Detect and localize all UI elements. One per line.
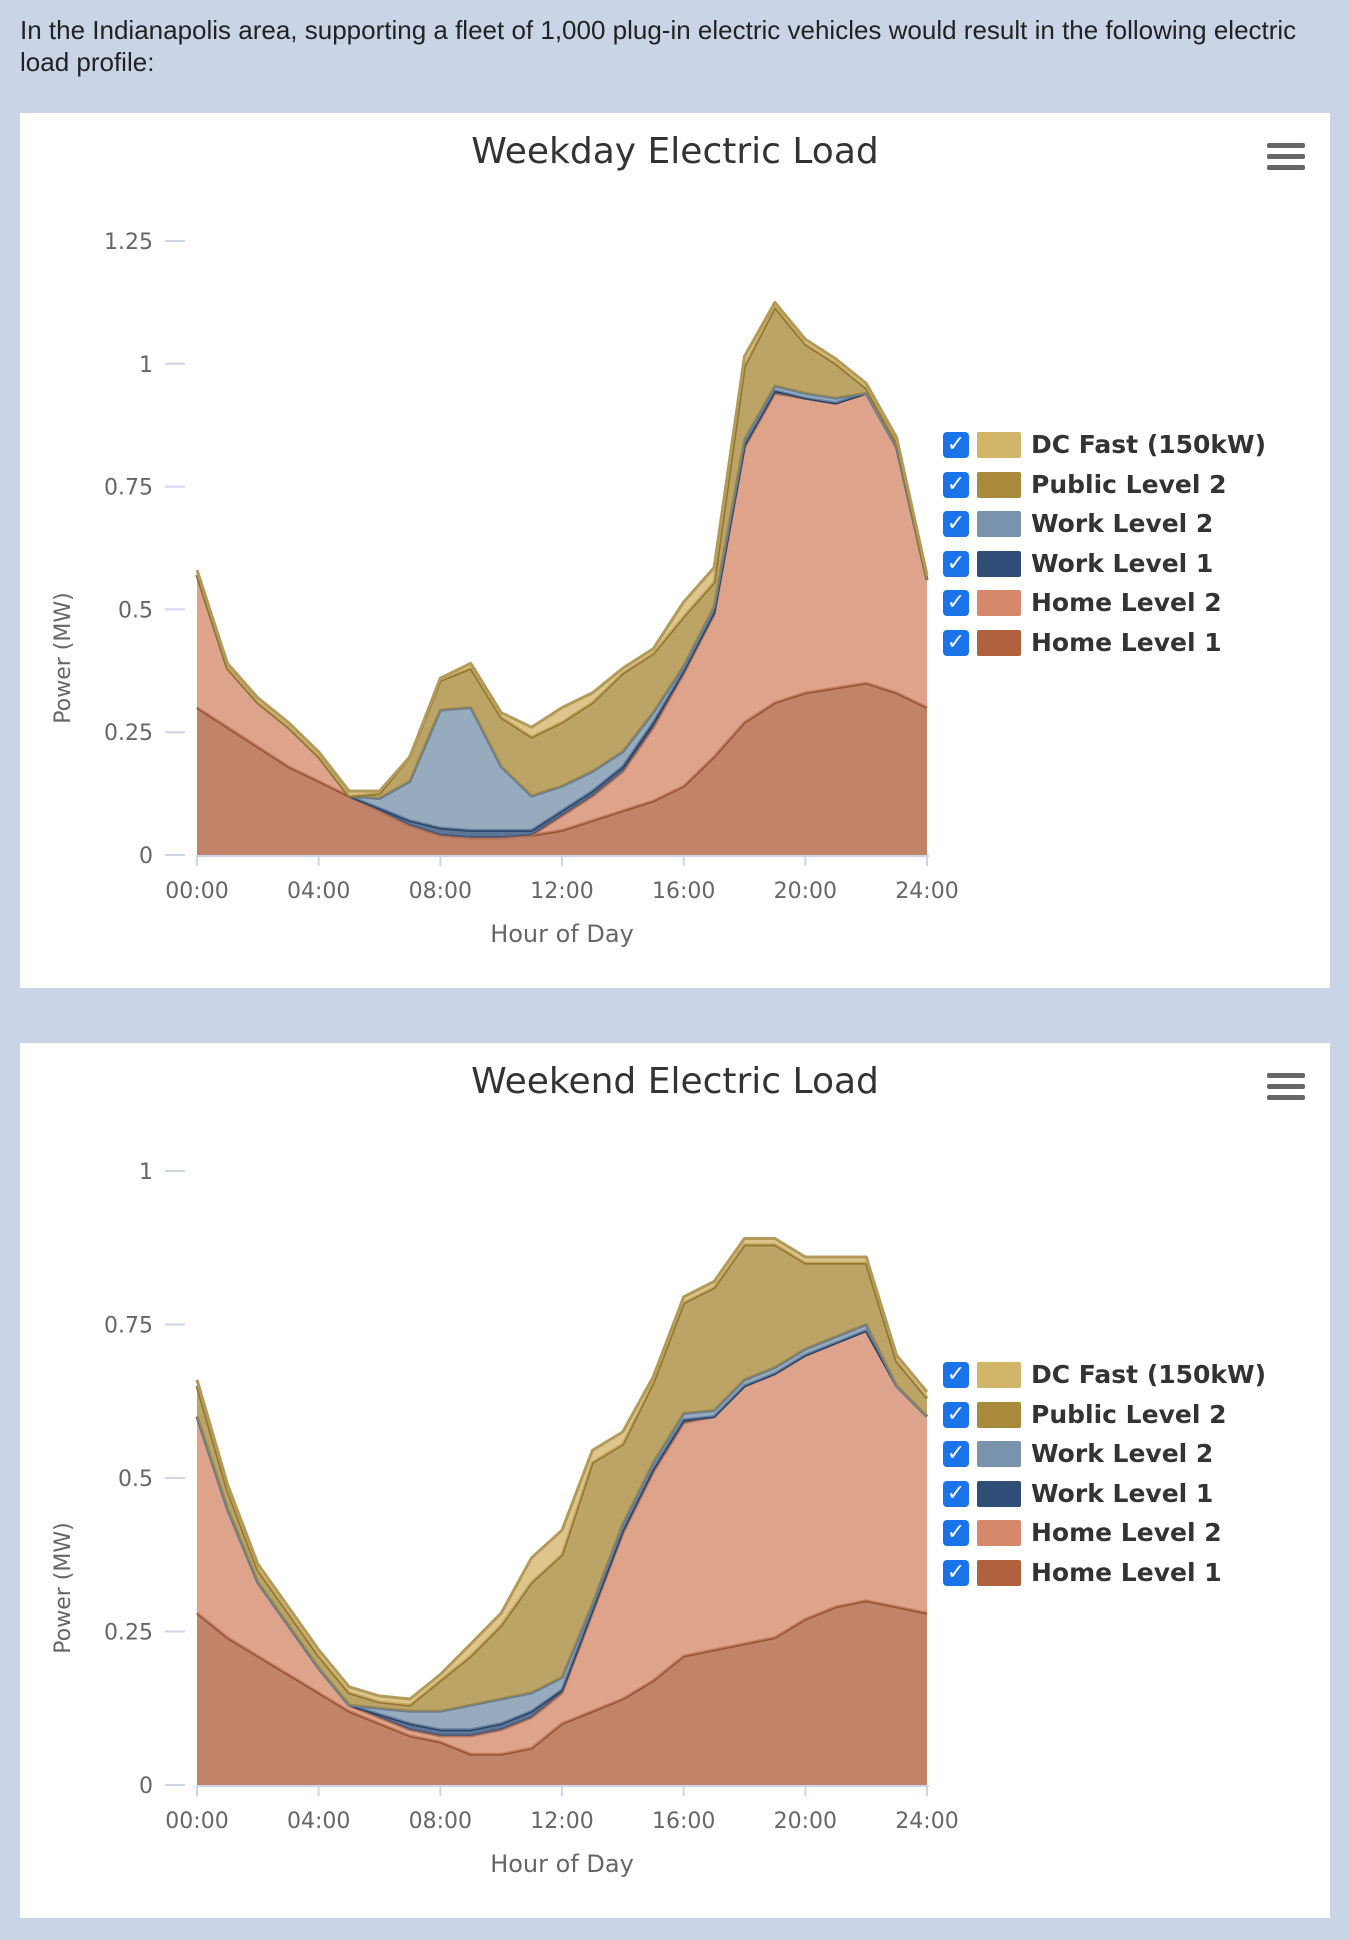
- x-tick-label: 00:00: [165, 879, 228, 904]
- x-tick-label: 24:00: [895, 1809, 958, 1834]
- x-tick-label: 04:00: [287, 879, 350, 904]
- x-tick-label: 08:00: [409, 879, 472, 904]
- hamburger-menu-icon[interactable]: [1267, 143, 1305, 175]
- legend-swatch: [977, 511, 1021, 537]
- y-tick-label: 1.25: [104, 230, 153, 255]
- x-tick-label: 24:00: [895, 879, 958, 904]
- y-axis-label: Power (MW): [51, 1522, 76, 1653]
- legend-label: Home Level 1: [1031, 627, 1222, 657]
- legend-swatch: [977, 1401, 1021, 1428]
- legend-item[interactable]: ✓ Work Level 2: [943, 509, 1303, 539]
- x-tick-label: 04:00: [287, 1809, 350, 1834]
- legend-swatch: [977, 1441, 1021, 1467]
- x-tick-label: 20:00: [774, 879, 837, 904]
- legend-item[interactable]: ✓ Work Level 2: [943, 1439, 1303, 1469]
- weekend-chart-svg: 0 0.25 0.5 0.75 1 Power (MW) 00:00 04:00 08:00 12…: [51, 1160, 959, 1878]
- x-tick-label: 08:00: [409, 1809, 472, 1834]
- series-line: [195, 1237, 929, 1701]
- legend-item[interactable]: ✓ Home Level 1: [943, 1558, 1303, 1588]
- legend-label: Work Level 1: [1031, 548, 1214, 578]
- y-tick-label: 0: [139, 1774, 153, 1799]
- y-tick-label: 0.5: [118, 1467, 153, 1492]
- legend-checkbox[interactable]: ✓: [943, 629, 969, 656]
- legend-label: Home Level 2: [1031, 1518, 1222, 1547]
- x-tick-label: 12:00: [530, 1809, 593, 1834]
- legend-label: DC Fast (150kW): [1031, 1360, 1267, 1389]
- legend-item[interactable]: ✓ Work Level 1: [943, 549, 1303, 579]
- x-axis-label: Hour of Day: [490, 1850, 634, 1878]
- area-series-home-level-1[interactable]: [197, 1600, 927, 1785]
- area-series-public-level-2[interactable]: [197, 1244, 927, 1712]
- y-tick-label: 0.25: [104, 1621, 153, 1646]
- y-tick-label: 0.5: [118, 598, 153, 623]
- legend-label: Public Level 2: [1031, 469, 1227, 499]
- y-tick-label: 1: [139, 353, 153, 378]
- legend-checkbox[interactable]: ✓: [943, 1441, 969, 1467]
- legend-checkbox[interactable]: ✓: [943, 511, 969, 537]
- x-tick-label: 20:00: [774, 1809, 837, 1834]
- legend-swatch: [977, 1559, 1021, 1586]
- x-axis-label: Hour of Day: [490, 920, 634, 948]
- weekday-chart-panel: Weekday Electric Load 0 0.25 0.5 0.75 1 1.25 P…: [20, 113, 1330, 988]
- legend-checkbox[interactable]: ✓: [943, 471, 969, 498]
- legend-swatch: [977, 1362, 1021, 1388]
- legend-label: Public Level 2: [1031, 1399, 1227, 1429]
- series-line: [195, 300, 929, 793]
- y-tick-label: 0.25: [104, 721, 153, 746]
- legend-swatch: [977, 1480, 1021, 1507]
- intro-text: In the Indianapolis area, supporting a f…: [20, 15, 1297, 77]
- legend-item[interactable]: ✓ Public Level 2: [943, 1400, 1303, 1430]
- legend-label: Work Level 2: [1031, 1439, 1214, 1468]
- chart-title: Weekend Electric Load: [471, 1061, 879, 1102]
- legend-swatch: [977, 590, 1021, 616]
- legend-checkbox[interactable]: ✓: [943, 590, 969, 616]
- legend-checkbox[interactable]: ✓: [943, 550, 969, 577]
- legend-swatch: [977, 432, 1021, 458]
- x-tick-label: 12:00: [530, 879, 593, 904]
- hamburger-menu-icon[interactable]: [1267, 1073, 1305, 1105]
- legend-checkbox[interactable]: ✓: [943, 432, 969, 458]
- x-tick-label: 16:00: [652, 879, 715, 904]
- legend-item[interactable]: ✓ Work Level 1: [943, 1479, 1303, 1509]
- y-tick-label: 0: [139, 844, 153, 869]
- x-tick-label: 00:00: [165, 1809, 228, 1834]
- legend-checkbox[interactable]: ✓: [943, 1401, 969, 1428]
- area-series-home-level-2[interactable]: [197, 393, 927, 838]
- legend-checkbox[interactable]: ✓: [943, 1362, 969, 1388]
- y-tick-label: 1: [139, 1160, 153, 1185]
- legend-swatch: [977, 471, 1021, 498]
- legend-checkbox[interactable]: ✓: [943, 1520, 969, 1546]
- y-tick-label: 0.75: [104, 476, 153, 501]
- legend-label: Home Level 1: [1031, 1557, 1222, 1587]
- legend-swatch: [977, 1520, 1021, 1546]
- weekend-chart-panel: Weekend Electric Load 0 0.25 0.5 0.75 1 Power…: [20, 1043, 1330, 1918]
- legend-checkbox[interactable]: ✓: [943, 1559, 969, 1586]
- weekday-chart-svg: 0 0.25 0.5 0.75 1 1.25 Power (MW) 00:00 04:00 08:…: [51, 230, 959, 948]
- legend-item[interactable]: ✓ DC Fast (150kW): [943, 1360, 1303, 1390]
- legend-swatch: [977, 629, 1021, 656]
- legend-label: DC Fast (150kW): [1031, 430, 1267, 459]
- y-axis-label: Power (MW): [51, 592, 76, 723]
- area-series-home-level-2[interactable]: [197, 1330, 927, 1755]
- legend-item[interactable]: ✓ DC Fast (150kW): [943, 430, 1303, 460]
- legend-item[interactable]: ✓ Public Level 2: [943, 470, 1303, 500]
- legend-checkbox[interactable]: ✓: [943, 1480, 969, 1507]
- y-tick-label: 0.75: [104, 1314, 153, 1339]
- legend-item[interactable]: ✓ Home Level 2: [943, 588, 1303, 618]
- area-series-public-level-2[interactable]: [197, 307, 927, 799]
- legend-label: Work Level 1: [1031, 1478, 1214, 1508]
- legend-swatch: [977, 550, 1021, 577]
- legend-item[interactable]: ✓ Home Level 2: [943, 1518, 1303, 1548]
- x-tick-label: 16:00: [652, 1809, 715, 1834]
- legend-label: Work Level 2: [1031, 509, 1214, 538]
- legend-item[interactable]: ✓ Home Level 1: [943, 628, 1303, 658]
- chart-title: Weekday Electric Load: [471, 131, 879, 172]
- legend-label: Home Level 2: [1031, 588, 1222, 617]
